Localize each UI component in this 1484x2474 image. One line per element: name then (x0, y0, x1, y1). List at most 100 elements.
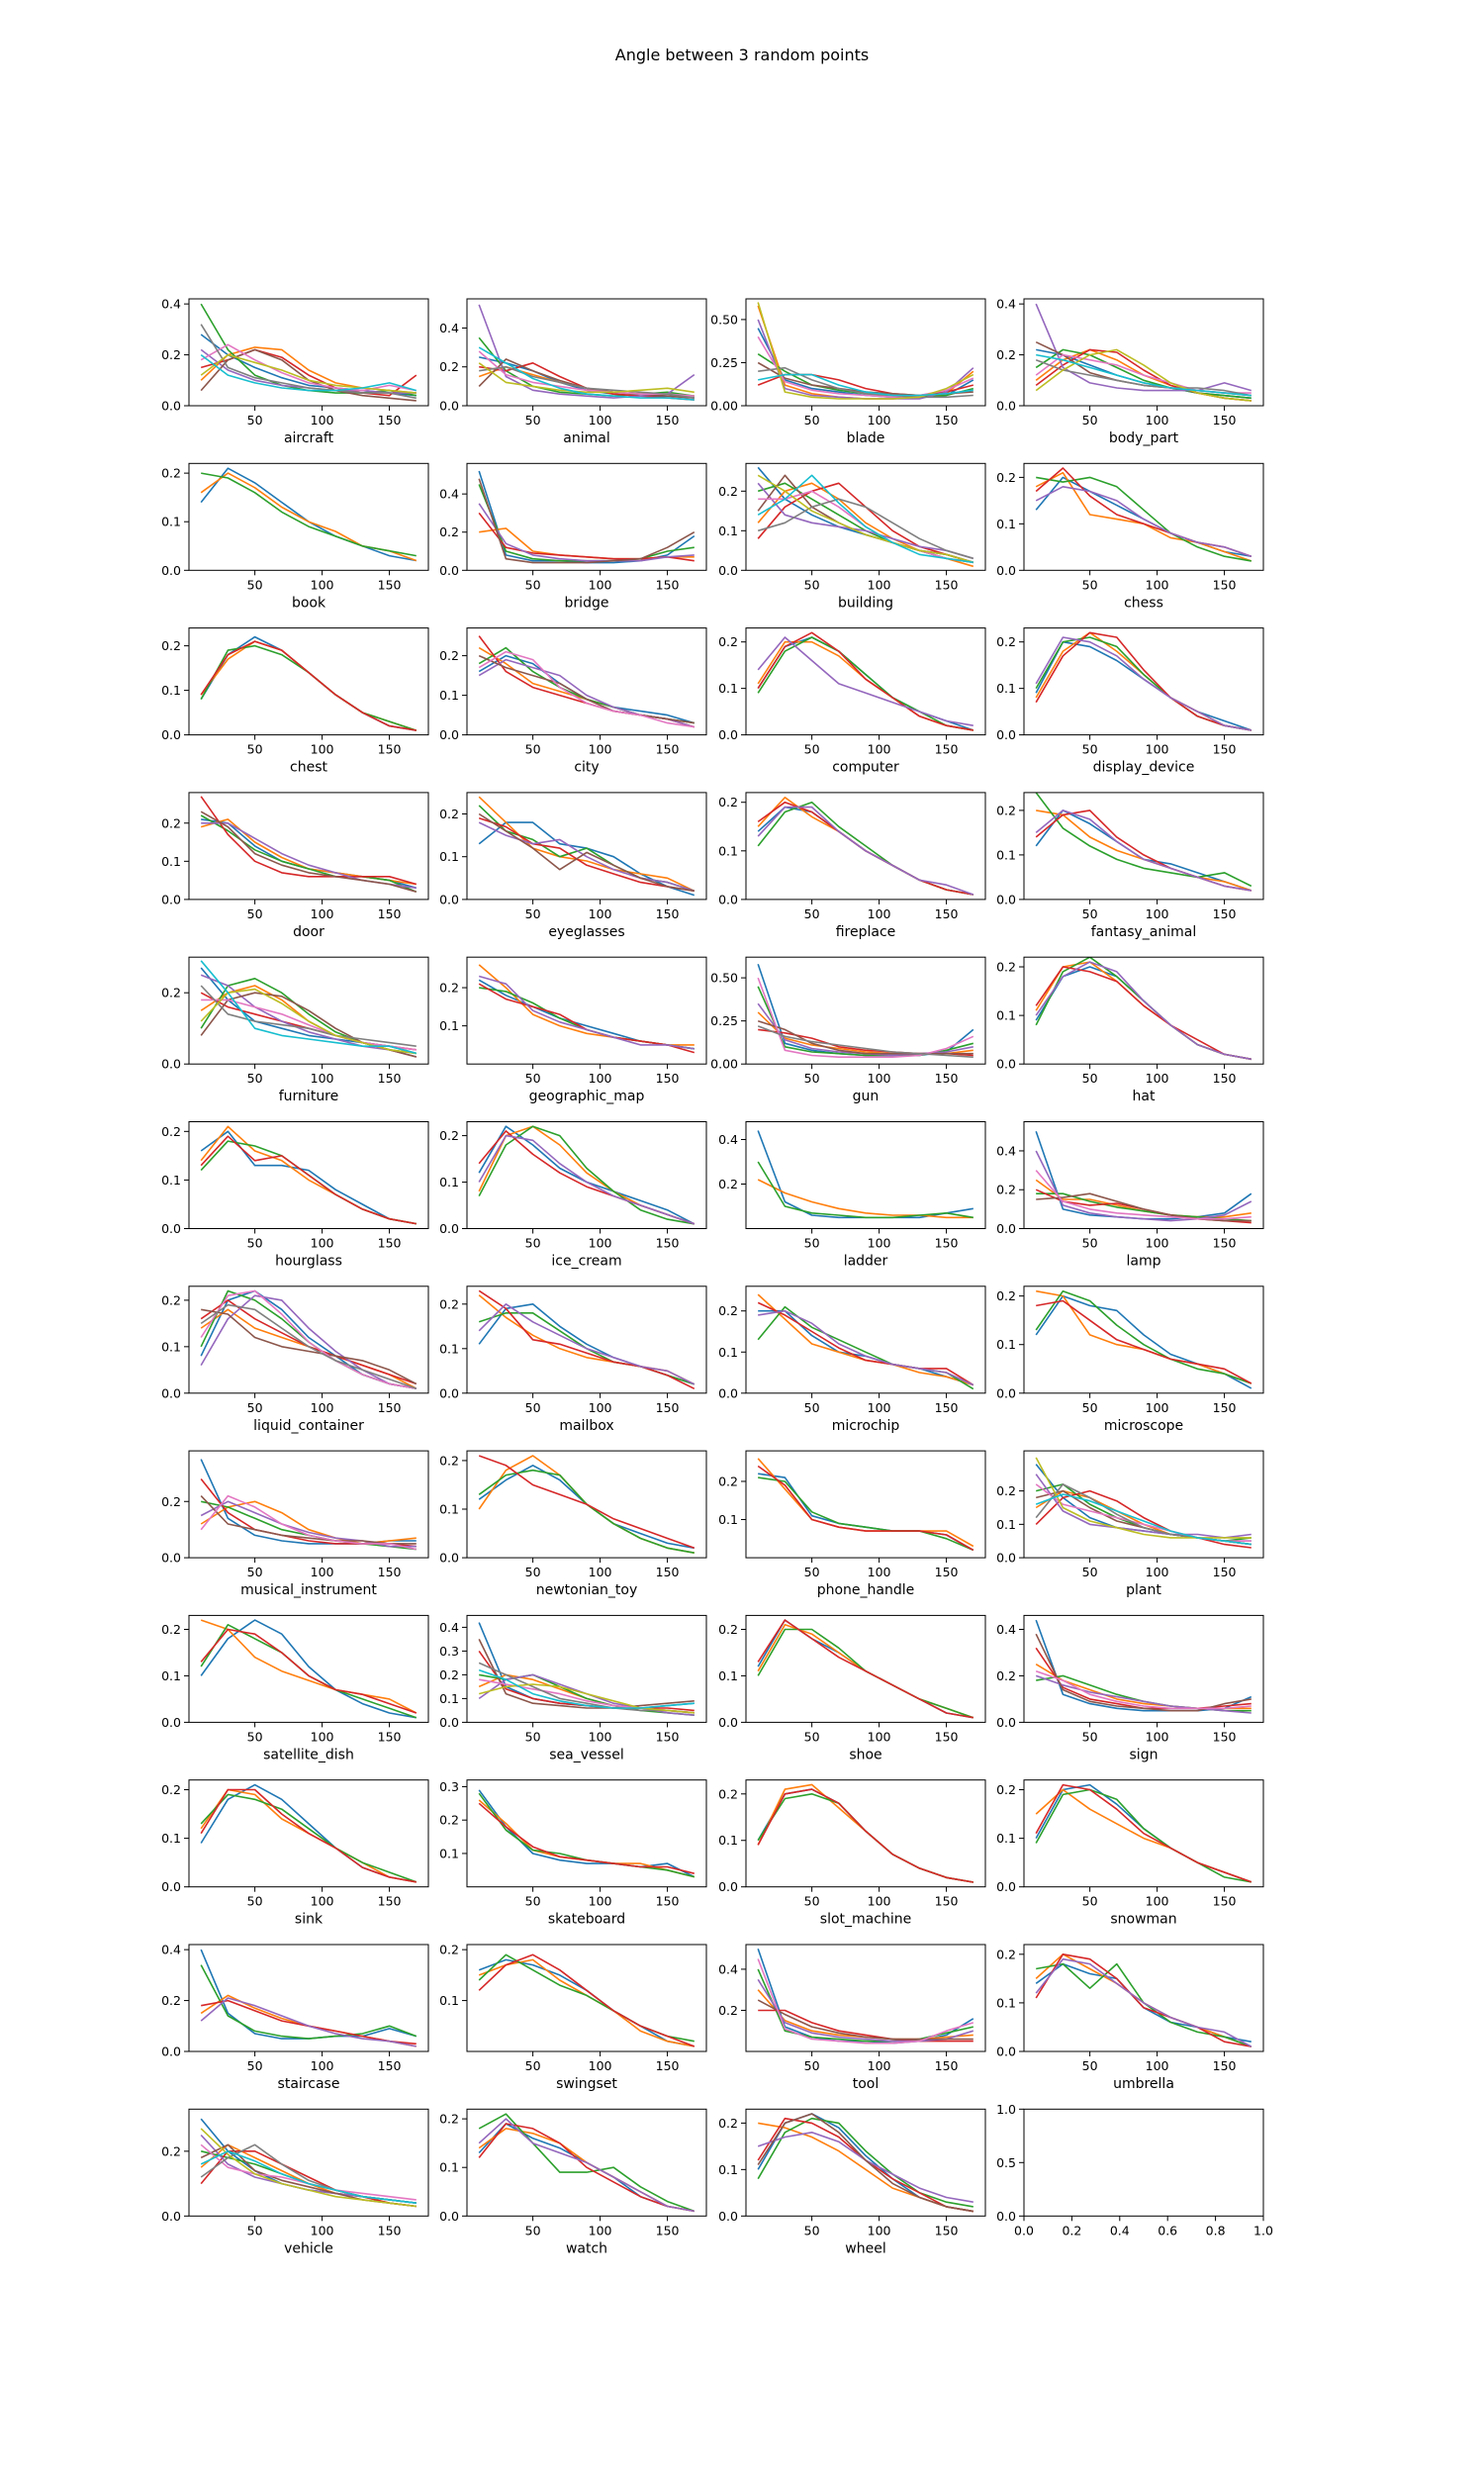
x-tick-label: 150 (1213, 1729, 1237, 1744)
x-tick-label: 50 (804, 1894, 820, 1909)
series-line (757, 1619, 974, 1719)
series-line (478, 1289, 696, 1390)
y-tick-label: 0.1 (718, 1668, 738, 1683)
subplot: 50 100 150 0.0 0.1 0.2 hat (996, 956, 1264, 1104)
x-tick-label: 50 (247, 906, 263, 921)
x-tick-label: 50 (525, 906, 541, 921)
series-line (200, 640, 417, 731)
series-line (478, 1134, 696, 1225)
axes-frame (188, 1779, 429, 1888)
y-tick-label: 0.2 (718, 1622, 738, 1637)
x-tick-label: 100 (1146, 906, 1169, 921)
axes-frame (466, 1121, 707, 1229)
x-tick-label: 50 (525, 2058, 541, 2073)
axes-frame (188, 1944, 429, 2052)
subplot: 50 100 150 0.0 0.1 0.2 wheel (718, 2108, 986, 2256)
y-tick-label: 0.25 (710, 355, 738, 370)
axes-frame (1023, 1614, 1264, 1723)
x-tick-label: 50 (525, 1400, 541, 1415)
subplot-xlabel: ice_cream (551, 1254, 621, 1270)
x-tick-label: 150 (935, 906, 959, 921)
y-tick-label: 0.2 (996, 803, 1016, 817)
subplot-xlabel: door (293, 924, 325, 940)
x-tick-label: 100 (1146, 1071, 1169, 1086)
y-tick-label: 0.1 (718, 1345, 738, 1360)
subplot: 50 100 150 0.0 0.1 0.2 watch (439, 2108, 707, 2256)
x-tick-label: 50 (1082, 1236, 1098, 1251)
subplot-xlabel: microchip (832, 1418, 900, 1434)
y-tick-label: 0.2 (718, 2116, 738, 2131)
axes-frame (1023, 792, 1264, 901)
x-tick-label: 100 (868, 1729, 891, 1744)
subplot-xlabel: umbrella (1113, 2076, 1174, 2092)
subplot: 50 100 150 0.0 0.1 0.2 satellite_dish (161, 1614, 429, 1762)
x-tick-label: 0.6 (1158, 2223, 1177, 2237)
series-line (1035, 1457, 1252, 1539)
series-line (200, 988, 417, 1055)
subplot-xlabel: hourglass (275, 1254, 342, 1270)
subplot: 50 100 150 0.0 0.1 0.2 sink (161, 1779, 429, 1928)
x-tick-label: 100 (1146, 1894, 1169, 1909)
subplot-xlabel: ladder (844, 1254, 888, 1270)
y-tick-label: 0.2 (996, 960, 1016, 975)
series-group (200, 1125, 417, 1225)
series-line (1035, 966, 1252, 1061)
x-tick-label: 100 (868, 1400, 891, 1415)
y-tick-label: 0.2 (439, 2112, 459, 2127)
subplot-xlabel: newtonian_toy (536, 1582, 638, 1598)
series-group (1035, 303, 1252, 402)
series-group (1035, 631, 1252, 731)
y-tick-label: 0.1 (161, 1668, 181, 1683)
y-tick-label: 0.0 (161, 1057, 181, 1072)
y-tick-label: 0.2 (161, 1124, 181, 1139)
x-tick-label: 150 (1213, 1894, 1237, 1909)
y-tick-label: 0.1 (718, 2162, 738, 2177)
subplot: 50 100 150 0.0 0.1 0.2 newtonian_toy (439, 1450, 707, 1598)
x-tick-label: 150 (656, 1400, 680, 1415)
x-tick-label: 0.8 (1206, 2223, 1226, 2237)
y-tick-label: 0.0 (439, 727, 459, 742)
x-tick-label: 50 (247, 1236, 263, 1251)
subplot: 50 100 150 0.0 0.1 0.2 mailbox (439, 1285, 707, 1434)
axes-frame (1023, 956, 1264, 1065)
x-tick-label: 150 (1213, 742, 1237, 757)
series-line (200, 2150, 417, 2204)
subplot-xlabel: plant (1126, 1582, 1161, 1598)
series-line (1035, 1170, 1252, 1220)
series-line (478, 1455, 696, 1550)
series-line (200, 1619, 417, 1714)
x-tick-label: 100 (1146, 1400, 1169, 1415)
subplot-xlabel: gun (853, 1089, 880, 1104)
axes-frame (745, 298, 986, 407)
series-line (200, 1619, 417, 1719)
x-tick-label: 50 (804, 1565, 820, 1579)
y-tick-label: 0.0 (161, 727, 181, 742)
subplot: 50 100 150 0.0 0.2 0.4 body_part (996, 297, 1264, 446)
x-tick-label: 150 (935, 1565, 959, 1579)
y-tick-label: 0.1 (161, 515, 181, 529)
series-group (478, 1455, 696, 1554)
series-group (478, 635, 696, 728)
axes-frame (745, 1944, 986, 2052)
series-line (757, 302, 974, 400)
subplot: 50 100 150 0.00 0.25 0.50 gun (710, 956, 986, 1104)
x-tick-label: 100 (1146, 742, 1169, 757)
x-tick-label: 100 (311, 1071, 334, 1086)
subplot-xlabel: chest (290, 760, 327, 776)
y-tick-label: 0.2 (718, 484, 738, 499)
x-tick-label: 100 (868, 906, 891, 921)
y-tick-label: 0.0 (996, 399, 1016, 414)
x-tick-label: 150 (378, 577, 402, 592)
y-tick-label: 0.0 (996, 892, 1016, 906)
x-tick-label: 100 (868, 2058, 891, 2073)
axes-frame (466, 298, 707, 407)
series-line (1035, 1783, 1252, 1883)
subplot: 50 100 150 0.0 0.2 musical_instrument (161, 1450, 429, 1598)
series-line (757, 1788, 974, 1883)
y-tick-label: 0.0 (996, 1057, 1016, 1072)
axes-frame (745, 2108, 986, 2217)
series-group (757, 963, 974, 1058)
y-tick-label: 0.2 (439, 648, 459, 663)
y-tick-label: 0.0 (718, 1385, 738, 1400)
x-tick-label: 150 (378, 1071, 402, 1086)
